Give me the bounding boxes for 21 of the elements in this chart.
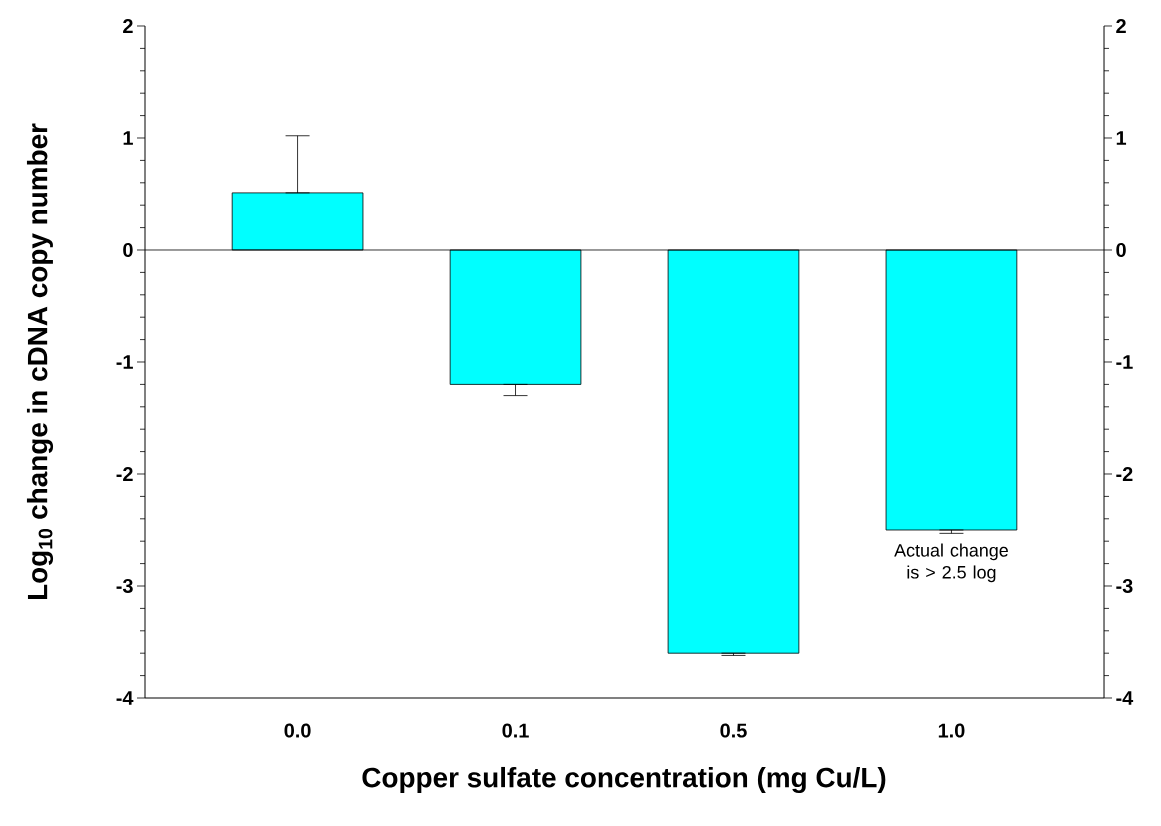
y-tick-label: -4 (116, 691, 134, 705)
y2-tick-label: -4 (1116, 691, 1134, 705)
y-tick-label: -1 (116, 355, 133, 369)
x-tick-label: 0.5 (720, 723, 747, 738)
x-tick-label: 0.0 (284, 723, 311, 738)
x-tick-label: 1.0 (938, 723, 965, 738)
y2-tick-label: 1 (1116, 131, 1127, 145)
y-tick-label: -2 (116, 467, 133, 481)
y-axis-title: Log$_{10}$ change in cDNA copy number (26, 123, 54, 600)
y2-tick-label: 0 (1116, 242, 1126, 258)
y2-tick-label: -3 (1116, 578, 1133, 594)
y-tick-label: -3 (116, 578, 133, 594)
annotation: Actual change is > 2.5 log (894, 543, 1008, 583)
y-tick-label: 1 (123, 131, 133, 145)
y-tick-label: 2 (123, 19, 133, 33)
y2-tick-label: -2 (1116, 467, 1133, 481)
x-tick-label: 0.1 (502, 723, 529, 738)
x-axis-title: Copper sulfate concentration (mg Cu/L) (362, 766, 886, 794)
y2-tick-label: 2 (1116, 19, 1126, 33)
y2-tick-label: -1 (1116, 355, 1133, 369)
y-tick-label: 0 (123, 242, 133, 258)
